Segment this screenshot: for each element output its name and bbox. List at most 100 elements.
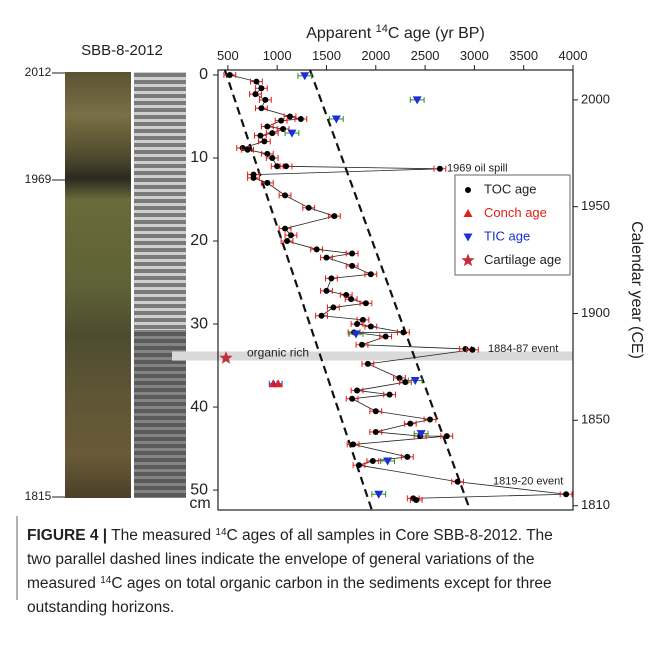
marker [374, 490, 384, 499]
core-year: 1815 [25, 489, 52, 503]
marker [463, 209, 473, 217]
y-tick-label: 30 [190, 315, 208, 332]
y2-tick-label: 1810 [581, 497, 610, 512]
marker [350, 441, 357, 448]
core-photo [65, 72, 131, 498]
marker [463, 233, 473, 242]
annotation: 1969 oil spill [447, 163, 508, 175]
marker [313, 246, 320, 253]
caption-part: 14 [100, 575, 112, 586]
marker [269, 155, 276, 161]
marker [462, 345, 469, 352]
y2-tick-label: 1950 [581, 198, 610, 213]
caption-part: two parallel dashed lines indicate the e… [27, 551, 535, 568]
band-label: organic rich [247, 346, 309, 360]
x-tick-label: 500 [217, 48, 239, 63]
marker [412, 96, 422, 105]
x-tick-label: 4000 [559, 48, 588, 63]
marker [367, 323, 374, 330]
core-title: SBB-8-2012 [81, 42, 163, 59]
marker [286, 113, 293, 120]
marker [318, 312, 325, 319]
core-year: 2012 [25, 65, 52, 79]
y-tick-label: 50 [190, 481, 208, 498]
marker [261, 138, 268, 145]
marker [244, 146, 251, 153]
marker [469, 346, 476, 353]
marker [413, 497, 420, 504]
annotation: 1884-87 event [488, 343, 558, 355]
marker [443, 433, 450, 440]
y2-axis-title: Calendar year (CE) [628, 221, 645, 359]
legend-label: Conch age [484, 205, 547, 220]
plot-frame [217, 69, 574, 511]
marker [331, 115, 341, 124]
marker [465, 187, 471, 193]
marker [273, 379, 283, 388]
marker [407, 420, 414, 427]
core-rate: 0.29 cm/yr [48, 89, 63, 150]
x-axis-title-part: Apparent [306, 25, 375, 42]
legend-label: TOC age [484, 181, 537, 196]
x-tick-label: 3000 [460, 48, 489, 63]
y-tick-label: 0 [199, 66, 208, 83]
caption-part: C ages on total organic carbon in the se… [111, 575, 551, 592]
marker [362, 300, 369, 307]
caption-line: measured 14C ages on total organic carbo… [27, 575, 552, 592]
marker [427, 416, 434, 423]
marker [305, 204, 312, 211]
legend-label: Cartilage age [484, 252, 561, 267]
marker [367, 271, 374, 278]
x-axis-title-part: C age (yr BP) [388, 25, 485, 42]
envelope-line [308, 69, 472, 511]
annotation: 1819-20 event [493, 476, 563, 488]
marker [331, 213, 338, 220]
marker [287, 129, 297, 138]
marker [349, 395, 356, 402]
caption-part: C ages of all samples in Core SBB-8-2012… [227, 527, 553, 544]
marker [269, 130, 276, 137]
marker [356, 462, 363, 469]
marker [349, 250, 356, 257]
x-tick-label: 3500 [509, 48, 538, 63]
marker [258, 85, 265, 92]
marker [253, 78, 260, 85]
core-rate: 0.25 cm/yr [48, 289, 63, 350]
y-unit: cm [189, 495, 210, 512]
marker [264, 150, 271, 157]
marker [400, 329, 407, 336]
y-tick-label: 20 [190, 232, 208, 249]
x-tick-label: 2500 [411, 48, 440, 63]
marker [382, 333, 389, 340]
marker [258, 105, 265, 112]
marker [274, 163, 281, 170]
caption-line: FIGURE 4 | The measured 14C ages of all … [27, 527, 553, 544]
marker [416, 430, 426, 439]
marker [226, 71, 233, 78]
marker [283, 163, 290, 170]
y2-tick-label: 2000 [581, 91, 610, 106]
marker [328, 275, 335, 282]
band [172, 351, 573, 361]
marker [454, 478, 461, 485]
x-tick-label: 1000 [263, 48, 292, 63]
marker [257, 132, 264, 139]
series-line [229, 74, 567, 501]
marker [262, 96, 269, 103]
marker [250, 174, 257, 181]
marker [252, 91, 259, 98]
y-tick-label: 10 [190, 149, 208, 166]
marker [402, 379, 409, 386]
x-tick-label: 2000 [361, 48, 390, 63]
marker [372, 428, 379, 435]
marker [404, 453, 411, 460]
marker [287, 232, 294, 239]
marker [330, 304, 337, 311]
marker [323, 254, 330, 261]
caption-part: 14 [215, 527, 227, 538]
marker [358, 341, 365, 348]
marker [410, 376, 420, 385]
marker [386, 391, 393, 398]
marker [396, 375, 403, 381]
